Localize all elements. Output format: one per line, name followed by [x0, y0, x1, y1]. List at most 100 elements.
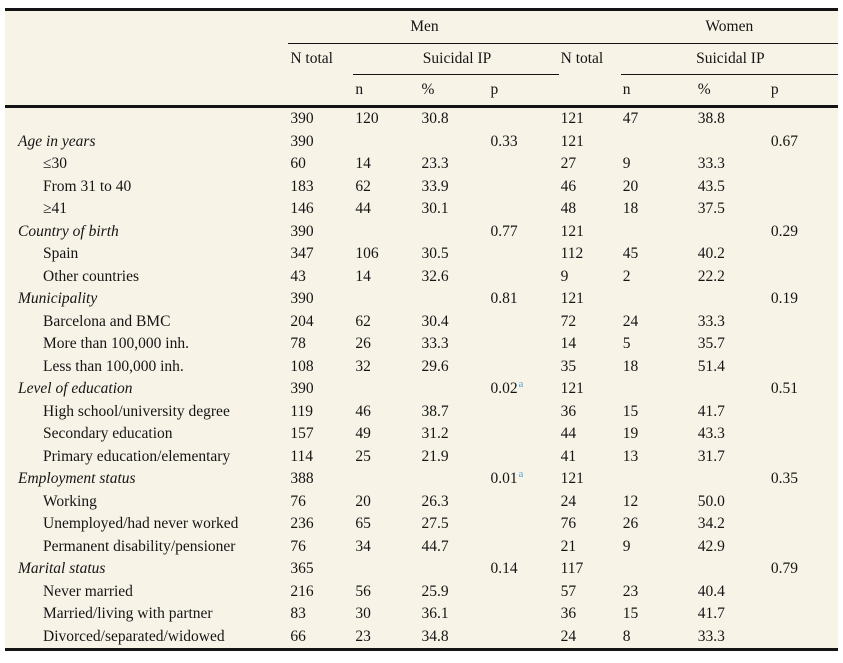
table-body: 390 120 30.8 121 47 38.8 Age in years 39…	[5, 107, 838, 651]
women-n-cell	[621, 558, 696, 581]
men-p-cell	[489, 513, 559, 536]
women-n-total-header: N total	[560, 50, 604, 68]
men-n-total-header: N total	[290, 50, 333, 68]
men-n-cell: 46	[355, 402, 371, 420]
men-p-cell: 0.81	[490, 290, 518, 308]
men-pct-cell: 27.5	[421, 515, 449, 533]
men-n-header: n	[353, 74, 420, 108]
men-pct-cell: 33.9	[421, 177, 449, 195]
men-n-total-cell: 157	[290, 425, 314, 443]
women-p-cell	[769, 356, 838, 379]
men-n-cell: 34	[355, 537, 371, 555]
table-row: Barcelona and BMC 204 62 30.4 72 24 33.3	[5, 311, 838, 334]
table-row: Never married 216 56 25.9 57 23 40.4	[5, 581, 838, 604]
men-n-cell: 14	[355, 155, 371, 173]
row-label: Spain	[43, 245, 79, 263]
women-p-cell	[769, 401, 838, 424]
men-n-cell: 56	[355, 582, 371, 600]
women-n-cell: 12	[622, 492, 639, 510]
men-n-cell	[353, 378, 419, 401]
men-pct-cell	[419, 558, 488, 581]
women-n-cell: 15	[622, 605, 639, 623]
men-n-total-cell: 114	[290, 447, 313, 465]
men-pct-cell: 23.3	[421, 155, 449, 173]
women-n-total-cell: 117	[560, 560, 584, 578]
suicidal-ideation-table: Men Women N total Suicidal IP N total Su…	[5, 8, 838, 651]
men-n-cell	[353, 468, 419, 491]
women-n-total-cell: 121	[560, 222, 584, 240]
women-n-total-cell: 9	[560, 267, 569, 285]
women-p-cell	[769, 333, 838, 356]
women-p-cell	[769, 446, 838, 469]
women-pct-cell	[696, 288, 769, 311]
table-row: Working 76 20 26.3 24 12 50.0	[5, 491, 838, 514]
men-pct-cell: 32.6	[421, 267, 449, 285]
footnote-marker: a	[518, 469, 524, 481]
stub-cell	[5, 74, 289, 108]
row-label: High school/university degree	[43, 402, 230, 420]
men-n-total-cell: 390	[290, 290, 314, 308]
women-n-cell: 15	[622, 402, 639, 420]
women-n-cell	[621, 221, 696, 244]
women-pct-cell: 34.2	[697, 515, 725, 533]
women-n-total-cell: 112	[560, 245, 584, 263]
women-pct-cell	[696, 468, 769, 491]
women-n-cell: 18	[622, 200, 639, 218]
men-pct-header: %	[419, 74, 489, 108]
women-pct-cell: 37.5	[697, 200, 725, 218]
men-p-cell: 0.33	[490, 132, 518, 150]
men-pct-cell: 30.8	[421, 110, 449, 128]
men-pct-cell: 34.8	[419, 625, 489, 651]
men-n-total-cell: 43	[290, 267, 306, 285]
men-n-cell: 44	[355, 200, 371, 218]
women-n-total-cell: 46	[560, 177, 577, 195]
women-n-cell: 45	[622, 245, 639, 263]
women-pct-cell: 22.2	[697, 267, 725, 285]
women-pct-cell: 38.8	[697, 110, 725, 128]
men-pct-cell: 30.5	[421, 245, 449, 263]
women-n-total-cell: 121	[560, 132, 584, 150]
women-pct-cell: 42.9	[697, 537, 725, 555]
men-pct-cell: 30.1	[421, 200, 449, 218]
men-n-cell: 30	[355, 605, 371, 623]
men-n-cell	[353, 558, 419, 581]
table-row: Marital status 365 0.14 117 0.79	[5, 558, 838, 581]
men-n-total-cell: 390	[290, 222, 314, 240]
women-pct-cell: 33.3	[697, 312, 725, 330]
women-p-cell	[769, 243, 838, 266]
women-n-cell: 8	[620, 625, 696, 651]
table-row: ≥41 146 44 30.1 48 18 37.5	[5, 198, 838, 221]
women-pct-cell: 31.7	[697, 447, 725, 465]
men-p-cell	[489, 311, 559, 334]
women-suicidal-ip-header: Suicidal IP	[620, 43, 838, 75]
table-row: ≤30 60 14 23.3 27 9 33.3	[5, 153, 838, 176]
women-p-cell: 0.35	[770, 470, 798, 488]
men-n-cell: 25	[355, 447, 371, 465]
women-group-header: Women	[558, 9, 838, 44]
women-pct-cell: 43.3	[697, 425, 725, 443]
men-n-total-cell: 216	[290, 582, 314, 600]
women-n-cell: 26	[622, 515, 639, 533]
men-p-cell: 0.77	[490, 222, 518, 240]
men-p-header: p	[488, 74, 559, 108]
men-n-total-cell: 66	[288, 625, 354, 651]
row-label: Level of education	[18, 380, 133, 398]
women-pct-cell	[696, 131, 769, 154]
women-n-total-cell: 24	[558, 625, 621, 651]
men-pct-cell: 44.7	[421, 537, 449, 555]
men-group-header: Men	[288, 9, 559, 44]
table-row: Spain 347 106 30.5 112 45 40.2	[5, 243, 838, 266]
men-n-total-cell: 183	[290, 177, 314, 195]
women-n-cell: 19	[622, 425, 639, 443]
women-pct-cell: 41.7	[697, 605, 725, 623]
men-pct-cell: 38.7	[421, 402, 449, 420]
row-label: Unemployed/had never worked	[43, 515, 239, 533]
women-p-cell	[769, 107, 838, 131]
women-n-total-cell: 121	[560, 380, 584, 398]
women-pct-cell: 33.3	[695, 625, 769, 651]
men-pct-cell	[419, 221, 488, 244]
men-n-total-cell: 390	[290, 380, 314, 398]
table-row: Less than 100,000 inh. 108 32 29.6 35 18…	[5, 356, 838, 379]
women-p-cell	[769, 198, 838, 221]
men-n-total-cell: 146	[290, 200, 314, 218]
